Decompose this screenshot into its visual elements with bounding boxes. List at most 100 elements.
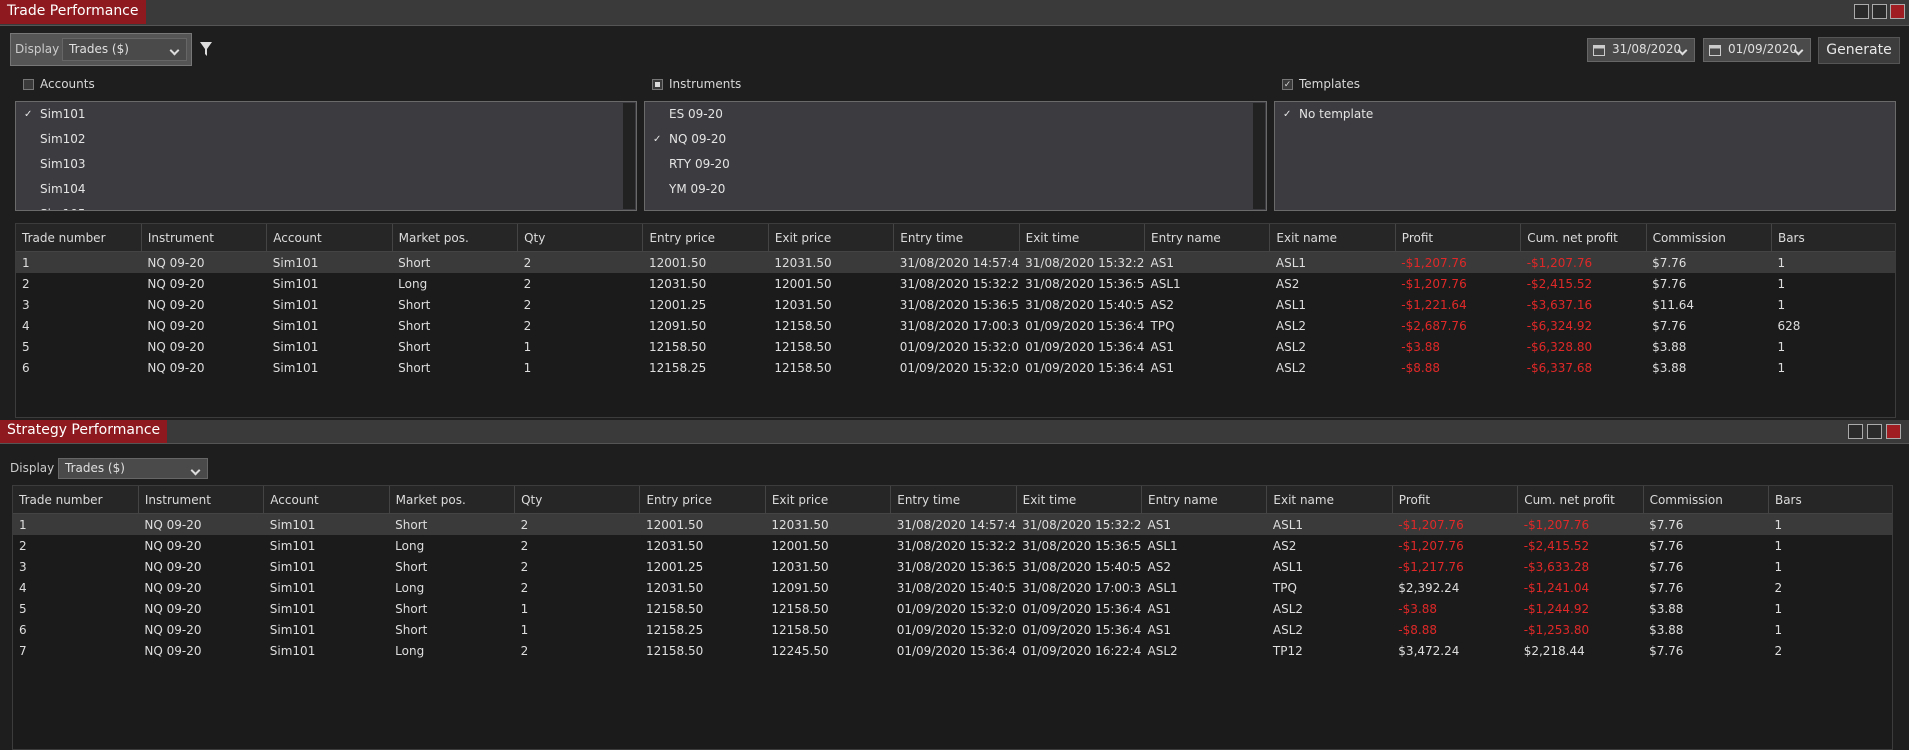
date-from-dropdown[interactable]: 31/08/2020 — [1587, 38, 1695, 62]
item-label: No template — [1299, 107, 1374, 121]
column-header[interactable]: Entry price — [639, 486, 766, 514]
column-header[interactable]: Exit price — [765, 486, 892, 514]
table-row[interactable]: 4 NQ 09-20 Sim101 Short 2 12091.50 12158.50 31/… — [16, 315, 1895, 336]
column-header[interactable]: Exit name — [1269, 224, 1396, 252]
maximize-button[interactable] — [1872, 4, 1887, 19]
table-cell: Long — [395, 643, 425, 658]
accounts-list: ✓ Sim101 Sim102 Sim103 Sim104 Sim105 — [15, 101, 637, 211]
column-header[interactable]: Account — [263, 486, 390, 514]
column-header[interactable]: Market pos. — [389, 486, 516, 514]
table-row[interactable]: 2 NQ 09-20 Sim101 Long 2 12031.50 12001.50 31/0… — [16, 273, 1895, 294]
display-dropdown[interactable]: Trades ($) — [62, 38, 187, 61]
table-row[interactable]: 5 NQ 09-20 Sim101 Short 1 12158.50 12158.50 01/… — [16, 336, 1895, 357]
table-cell: 01/09/2020 15:36:46 — [1022, 601, 1142, 616]
table-cell: -$6,328.80 — [1526, 339, 1593, 354]
column-header[interactable]: Commission — [1643, 486, 1769, 514]
table-row[interactable]: 3 NQ 09-20 Sim101 Short 2 12001.25 12031.50 31/… — [13, 556, 1892, 577]
table-cell: -$1,207.76 — [1517, 513, 1644, 535]
table-cell: 12091.50 — [771, 580, 829, 595]
table-row[interactable]: 1 NQ 09-20 Sim101 Short 2 12001.50 12031.50 31/… — [16, 251, 1895, 273]
table: Trade number Instrument Account Market pos.… — [13, 486, 1892, 661]
display-dropdown[interactable]: Trades ($) — [58, 458, 208, 479]
column-header[interactable]: Exit name — [1266, 486, 1393, 514]
table-row[interactable]: 7 NQ 09-20 Sim101 Long 2 12158.50 12245.50 01/0… — [13, 640, 1892, 661]
column-header[interactable]: Instrument — [138, 486, 265, 514]
table-row[interactable]: 1 NQ 09-20 Sim101 Short 2 12001.50 12031.50 31/… — [13, 513, 1892, 535]
generate-button[interactable]: Generate — [1818, 37, 1900, 64]
table-cell: $7.76 — [1649, 538, 1684, 553]
date-to-dropdown[interactable]: 01/09/2020 — [1703, 38, 1811, 62]
table-cell: 31/08/2020 17:00:30 — [899, 318, 1020, 333]
table-cell: Short — [392, 251, 518, 273]
table-row[interactable]: 6 NQ 09-20 Sim101 Short 1 12158.25 12158.50 01/… — [16, 357, 1895, 378]
column-header[interactable]: Bars — [1771, 224, 1895, 252]
list-item[interactable]: Sim103 — [16, 152, 636, 177]
table-cell: Sim101 — [272, 339, 319, 354]
column-header[interactable]: Exit time — [1019, 224, 1146, 252]
table-cell: 1 — [523, 339, 532, 354]
list-item[interactable]: Sim104 — [16, 177, 636, 202]
filter-icon[interactable] — [199, 41, 213, 57]
column-header[interactable]: Instrument — [141, 224, 268, 252]
close-button[interactable] — [1886, 424, 1901, 439]
table-row[interactable]: 2 NQ 09-20 Sim101 Long 2 12031.50 12001.50 31/0… — [13, 535, 1892, 556]
column-header[interactable]: Bars — [1768, 486, 1892, 514]
table-row[interactable]: 3 NQ 09-20 Sim101 Short 2 12001.25 12031.50 31/… — [16, 294, 1895, 315]
table-cell: 2 — [520, 538, 529, 553]
table-cell: 2 — [1774, 580, 1783, 595]
column-header[interactable]: Cum. net profit — [1520, 224, 1647, 252]
scrollbar[interactable] — [623, 103, 635, 209]
table-cell: 12158.25 — [648, 360, 707, 375]
minimize-button[interactable] — [1854, 4, 1869, 19]
column-header[interactable]: Entry name — [1141, 486, 1268, 514]
table-cell: NQ 09-20 — [144, 580, 202, 595]
list-item[interactable]: ✓ NQ 09-20 — [645, 127, 1266, 152]
list-item[interactable]: Sim102 — [16, 127, 636, 152]
list-item[interactable]: ✓ Sim101 — [16, 102, 636, 127]
table-cell: -$2,415.52 — [1526, 276, 1593, 291]
table-cell: $11.64 — [1652, 297, 1695, 312]
column-header[interactable]: Exit time — [1016, 486, 1143, 514]
column-header[interactable]: Entry price — [642, 224, 769, 252]
table-row[interactable]: 6 NQ 09-20 Sim101 Short 1 12158.25 12158.50 01/… — [13, 619, 1892, 640]
list-item[interactable]: ES 09-20 — [645, 102, 1266, 127]
list-item[interactable]: RTY 09-20 — [645, 152, 1266, 177]
column-header[interactable]: Entry name — [1144, 224, 1271, 252]
column-header[interactable]: Entry time — [890, 486, 1017, 514]
column-header[interactable]: Commission — [1646, 224, 1772, 252]
accounts-checkbox[interactable] — [23, 79, 34, 90]
table-row[interactable]: 5 NQ 09-20 Sim101 Short 1 12158.50 12158.50 01/… — [13, 598, 1892, 619]
column-header[interactable]: Entry time — [893, 224, 1020, 252]
column-header[interactable]: Cum. net profit — [1517, 486, 1644, 514]
column-header[interactable]: Trade number — [13, 486, 139, 514]
column-header[interactable]: Exit price — [768, 224, 895, 252]
table-cell: 31/08/2020 15:40:50 — [1022, 559, 1142, 574]
minimize-button[interactable] — [1848, 424, 1863, 439]
table-cell: Sim101 — [272, 318, 319, 333]
instruments-checkbox[interactable] — [652, 79, 663, 90]
table-cell: NQ 09-20 — [144, 643, 202, 658]
column-header[interactable]: Profit — [1395, 224, 1522, 252]
column-header[interactable]: Trade number — [16, 224, 142, 252]
close-button[interactable] — [1890, 4, 1905, 19]
table-cell: NQ 09-20 — [144, 538, 202, 553]
table-cell: Sim101 — [269, 559, 316, 574]
column-header[interactable]: Qty — [517, 224, 644, 252]
scrollbar[interactable] — [1253, 103, 1265, 209]
column-header[interactable]: Account — [266, 224, 393, 252]
table-row[interactable]: 4 NQ 09-20 Sim101 Long 2 12031.50 12091.50 31/0… — [13, 577, 1892, 598]
table-cell: $7.76 — [1652, 318, 1687, 333]
column-header[interactable]: Qty — [514, 486, 641, 514]
list-item[interactable]: ✓ No template — [1275, 102, 1895, 127]
column-header[interactable]: Profit — [1392, 486, 1519, 514]
column-header[interactable]: Market pos. — [392, 224, 519, 252]
maximize-button[interactable] — [1867, 424, 1882, 439]
table-cell: 12031.50 — [645, 580, 704, 595]
trades-table: Trade number Instrument Account Market pos.… — [15, 223, 1896, 418]
list-item[interactable]: Sim105 — [16, 202, 636, 210]
table-cell: 12245.50 — [771, 643, 829, 658]
list-item[interactable]: YM 09-20 — [645, 177, 1266, 202]
table-cell: $7.76 — [1649, 559, 1684, 574]
templates-checkbox[interactable]: ✓ — [1282, 79, 1293, 90]
